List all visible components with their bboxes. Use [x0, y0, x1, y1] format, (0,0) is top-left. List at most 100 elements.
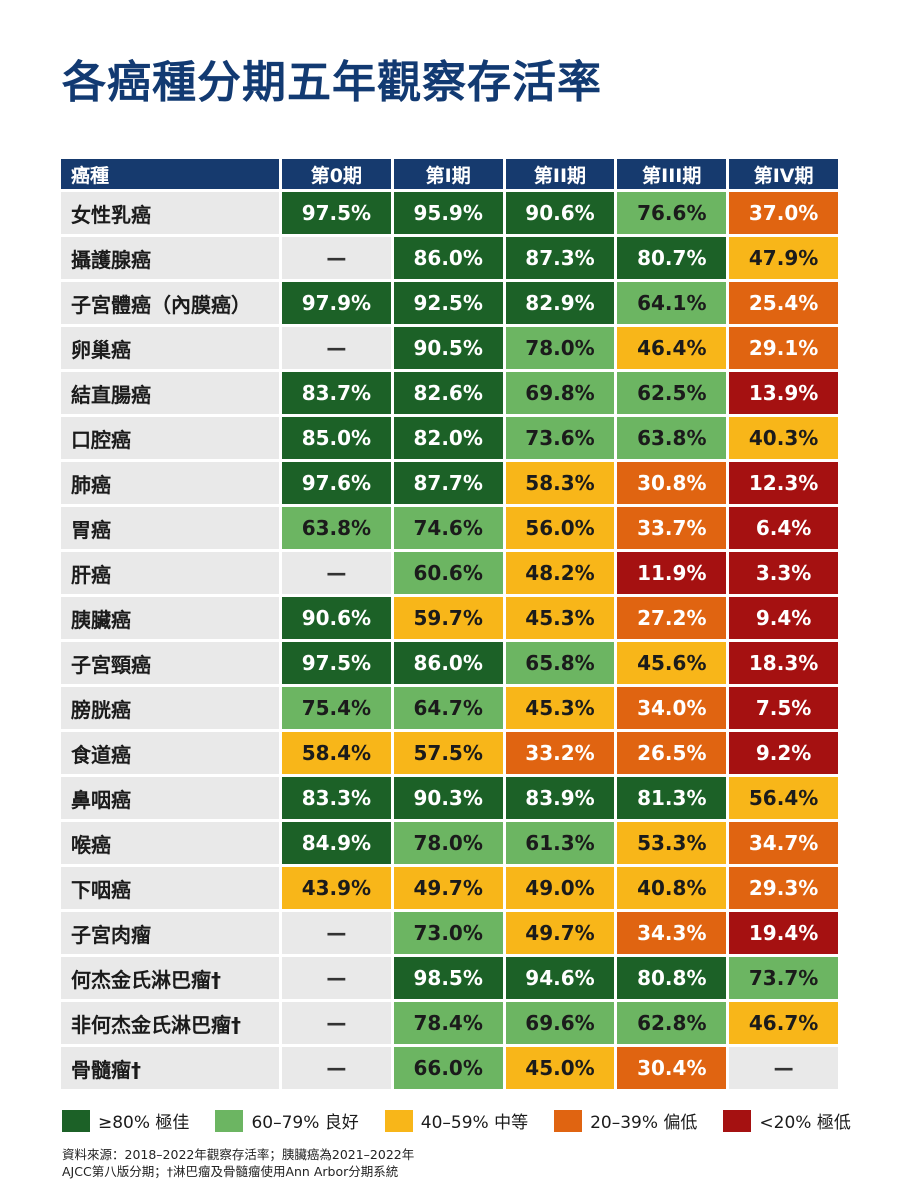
survival-rate-cell: 83.9%	[505, 777, 615, 819]
legend-item: 60–79% 良好	[215, 1108, 359, 1133]
cancer-type-name: 口腔癌	[61, 417, 279, 459]
survival-rate-cell: 49.0%	[505, 867, 615, 909]
survival-rate-cell: 3.3%	[729, 552, 838, 594]
cancer-type-name: 子宮肉瘤	[61, 912, 279, 954]
survival-rate-cell: 45.6%	[617, 642, 727, 684]
staging-note: AJCC第八版分期；†淋巴瘤及骨髓瘤使用Ann Arbor分期系統	[62, 1164, 399, 1179]
footnotes: 資料來源：2018–2022年觀察存活率；胰臟癌為2021–2022年 AJCC…	[62, 1146, 414, 1180]
cancer-type-name: 卵巢癌	[61, 327, 279, 369]
cancer-type-name: 鼻咽癌	[61, 777, 279, 819]
survival-rate-cell: —	[282, 237, 391, 279]
cancer-type-name: 女性乳癌	[61, 192, 279, 234]
table-row: 子宮體癌（內膜癌） 97.9% 92.5% 82.9% 64.1% 25.4%	[61, 282, 838, 324]
table-row: 卵巢癌 —90.5% 78.0% 46.4% 29.1%	[61, 327, 838, 369]
table-row: 骨髓瘤† —66.0% 45.0% 30.4% —	[61, 1047, 838, 1089]
survival-rate-cell: 75.4%	[282, 687, 391, 729]
survival-rate-cell: —	[282, 912, 391, 954]
survival-rate-cell: 56.4%	[729, 777, 838, 819]
survival-rate-cell: 47.9%	[729, 237, 838, 279]
survival-rate-cell: 49.7%	[393, 867, 503, 909]
survival-rate-cell: 76.6%	[617, 192, 727, 234]
cancer-type-name: 攝護腺癌	[61, 237, 279, 279]
survival-rate-cell: 85.0%	[282, 417, 391, 459]
survival-rate-cell: —	[282, 1002, 391, 1044]
table-row: 胃癌 63.8% 74.6% 56.0% 33.7% 6.4%	[61, 507, 838, 549]
survival-rate-cell: 27.2%	[617, 597, 727, 639]
survival-rate-cell: 98.5%	[393, 957, 503, 999]
cancer-type-name: 結直腸癌	[61, 372, 279, 414]
survival-rate-cell: 97.6%	[282, 462, 391, 504]
table-row: 肺癌 97.6% 87.7% 58.3% 30.8% 12.3%	[61, 462, 838, 504]
table-row: 何杰金氏淋巴瘤† —98.5% 94.6% 80.8% 73.7%	[61, 957, 838, 999]
survival-rate-cell: 62.5%	[617, 372, 727, 414]
legend-swatch	[215, 1109, 244, 1132]
survival-rate-cell: 11.9%	[617, 552, 727, 594]
survival-rate-cell: 25.4%	[729, 282, 838, 324]
table-row: 鼻咽癌 83.3% 90.3% 83.9% 81.3% 56.4%	[61, 777, 838, 819]
survival-rate-cell: 78.0%	[393, 822, 503, 864]
survival-rate-cell: 84.9%	[282, 822, 391, 864]
survival-rate-cell: 18.3%	[729, 642, 838, 684]
table-row: 下咽癌 43.9% 49.7% 49.0% 40.8% 29.3%	[61, 867, 838, 909]
survival-rate-cell: 82.6%	[393, 372, 503, 414]
survival-rate-cell: 26.5%	[617, 732, 727, 774]
survival-rate-cell: 83.7%	[282, 372, 391, 414]
cancer-type-name: 食道癌	[61, 732, 279, 774]
survival-rate-cell: 46.7%	[729, 1002, 838, 1044]
survival-rate-cell: 45.3%	[505, 597, 615, 639]
survival-rate-cell: 60.6%	[393, 552, 503, 594]
survival-rate-cell: 65.8%	[505, 642, 615, 684]
survival-rate-cell: 53.3%	[617, 822, 727, 864]
survival-rate-cell: 33.7%	[617, 507, 727, 549]
table-row: 口腔癌 85.0% 82.0% 73.6% 63.8% 40.3%	[61, 417, 838, 459]
survival-rate-cell: 9.2%	[729, 732, 838, 774]
legend-label: 60–79% 良好	[251, 1113, 359, 1133]
survival-rate-cell: 37.0%	[729, 192, 838, 234]
survival-rate-cell: —	[282, 957, 391, 999]
survival-rate-cell: 63.8%	[617, 417, 727, 459]
table-body: 女性乳癌 97.5% 95.9% 90.6% 76.6% 37.0% 攝護腺癌 —86.0% 8…	[61, 192, 838, 1089]
survival-rate-cell: 30.4%	[617, 1047, 727, 1089]
survival-rate-table: 癌種 第0期 第I期 第II期 第III期 第IV期 女性乳癌 97.5% 95.9…	[58, 156, 841, 1092]
cancer-type-name: 非何杰金氏淋巴瘤†	[61, 1002, 279, 1044]
page-title: 各癌種分期五年觀察存活率	[62, 57, 602, 108]
survival-rate-cell: 69.8%	[505, 372, 615, 414]
table-row: 喉癌 84.9% 78.0% 61.3% 53.3% 34.7%	[61, 822, 838, 864]
header-stage-4: 第IV期	[729, 159, 838, 189]
survival-rate-cell: 61.3%	[505, 822, 615, 864]
survival-rate-cell: 83.3%	[282, 777, 391, 819]
legend-swatch	[384, 1109, 413, 1132]
survival-rate-cell: 45.3%	[505, 687, 615, 729]
survival-rate-cell: 78.4%	[393, 1002, 503, 1044]
legend-item: <20% 極低	[723, 1108, 851, 1133]
survival-rate-cell: 82.9%	[505, 282, 615, 324]
survival-rate-cell: —	[282, 552, 391, 594]
cancer-type-name: 下咽癌	[61, 867, 279, 909]
header-cancer-type: 癌種	[61, 159, 279, 189]
survival-rate-cell: 12.3%	[729, 462, 838, 504]
survival-rate-cell: 74.6%	[393, 507, 503, 549]
survival-rate-cell: 40.3%	[729, 417, 838, 459]
header-stage-1: 第I期	[393, 159, 503, 189]
table-row: 肝癌 —60.6% 48.2% 11.9% 3.3%	[61, 552, 838, 594]
table-row: 食道癌 58.4% 57.5% 33.2% 26.5% 9.2%	[61, 732, 838, 774]
cancer-type-name: 胃癌	[61, 507, 279, 549]
survival-rate-cell: 48.2%	[505, 552, 615, 594]
legend-label: 40–59% 中等	[420, 1113, 529, 1133]
survival-rate-cell: 97.5%	[282, 192, 391, 234]
legend-label: <20% 極低	[759, 1113, 851, 1133]
legend-item: 20–39% 偏低	[554, 1108, 697, 1133]
survival-rate-cell: 29.3%	[729, 867, 838, 909]
survival-rate-cell: 73.7%	[729, 957, 838, 999]
survival-rate-cell: 80.8%	[617, 957, 727, 999]
survival-rate-cell: 40.8%	[617, 867, 727, 909]
survival-rate-cell: 62.8%	[617, 1002, 727, 1044]
header-stage-0: 第0期	[282, 159, 391, 189]
table-row: 胰臟癌 90.6% 59.7% 45.3% 27.2% 9.4%	[61, 597, 838, 639]
cancer-type-name: 肺癌	[61, 462, 279, 504]
survival-rate-cell: 95.9%	[393, 192, 503, 234]
survival-rate-cell: 86.0%	[393, 237, 503, 279]
legend-swatch	[554, 1109, 583, 1132]
header-stage-3: 第III期	[617, 159, 727, 189]
survival-rate-cell: 82.0%	[393, 417, 503, 459]
